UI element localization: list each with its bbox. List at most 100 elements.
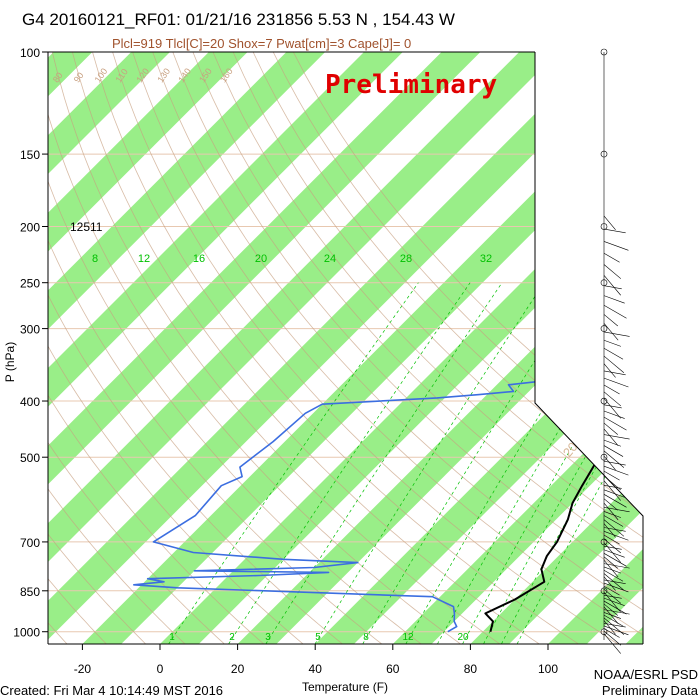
wind-barb — [603, 594, 622, 599]
isotherm-band — [82, 83, 643, 644]
y-tick-label: 250 — [20, 277, 40, 291]
wind-circle — [600, 628, 608, 636]
chart-title: G4 20160121_RF01: 01/21/16 231856 5.53 N… — [22, 10, 455, 29]
wind-barb — [603, 465, 629, 476]
wind-barb — [603, 410, 625, 419]
credit-line-2: Preliminary Data — [602, 683, 699, 698]
mixing-ratio-line — [168, 282, 419, 644]
wind-barb — [603, 363, 616, 378]
wind-barb — [603, 534, 620, 545]
dry-adiabat-line — [132, 52, 643, 636]
isotherm-band — [48, 52, 481, 485]
wind-barb — [603, 355, 625, 374]
wind-barb — [603, 339, 622, 347]
wind-barb — [603, 480, 621, 501]
wind-barb — [603, 331, 630, 337]
dry-adiabat-line — [212, 52, 643, 538]
wind-barb — [603, 228, 626, 234]
wind-barb — [603, 549, 625, 558]
dry-adiabat-line — [48, 533, 146, 644]
wind-barb — [603, 620, 616, 635]
wind-barb — [603, 460, 626, 466]
y-axis-title: P (hPa) — [3, 342, 17, 382]
mixing-ratio-label: 32 — [480, 253, 492, 265]
x-tick-label: -20 — [74, 662, 92, 676]
mixing-ratio-label: 16 — [193, 253, 205, 265]
wind-barb — [603, 391, 622, 407]
wind-barb — [603, 560, 619, 578]
x-tick-label: 40 — [309, 662, 323, 676]
isotherm-band — [392, 393, 643, 644]
x-tick-label: 100 — [538, 662, 558, 676]
wind-barb — [603, 579, 626, 585]
wind-barb — [603, 275, 621, 296]
wind-panel-border — [534, 52, 644, 644]
wind-circle — [600, 150, 608, 158]
mixing-ratio-label: 28 — [400, 253, 412, 265]
wind-barb — [603, 455, 616, 471]
wind-circle — [600, 538, 608, 546]
mixing-ratio-label: 20 — [255, 253, 267, 265]
mixing-ratio-line — [265, 282, 503, 644]
x-tick-label: 60 — [386, 662, 400, 676]
dry-adiabat-line — [192, 52, 643, 562]
dry-adiabat-line — [252, 52, 643, 491]
dry-adiabat-line — [292, 52, 643, 444]
dry-adiabat-line — [48, 345, 304, 644]
credit-line-1: NOAA/ESRL PSD — [594, 667, 698, 682]
wind-barb — [603, 527, 626, 532]
mixing-ratio-bottom-label: 20 — [457, 632, 469, 643]
wind-barb — [603, 241, 629, 251]
y-tick-label: 100 — [20, 46, 40, 60]
x-tick-label: 20 — [231, 662, 245, 676]
isotherm-bands — [48, 52, 643, 644]
wind-barb — [603, 252, 620, 263]
mixing-ratio-label: 8 — [92, 253, 98, 265]
y-tick-label: 200 — [20, 221, 40, 235]
isotherm-band — [48, 52, 403, 407]
dry-adiabats: 5060708090100110120130140150160 — [0, 52, 643, 644]
wind-barb — [603, 502, 619, 521]
wind-barb — [603, 439, 622, 447]
wind-barb — [603, 630, 622, 646]
y-tick-label: 850 — [20, 585, 40, 599]
wind-barb — [603, 563, 630, 569]
wind-barb — [603, 494, 627, 508]
dry-adiabat-label: 50 — [0, 70, 2, 84]
mixing-ratio-bottom-label: 8 — [363, 632, 369, 643]
wind-circle — [600, 48, 608, 56]
wind-circle — [600, 453, 608, 461]
dry-adiabat-label: 70 — [30, 70, 44, 84]
dry-adiabat-line — [48, 441, 225, 644]
mixing-ratio-line — [462, 325, 643, 644]
wind-circle — [600, 279, 608, 286]
wind-barb — [603, 377, 629, 388]
wind-barb — [603, 264, 622, 279]
mixing-ratio-bottom-label: 3 — [265, 632, 271, 643]
wind-barb — [603, 348, 624, 360]
wind-circle — [600, 325, 608, 332]
isotherm-band — [160, 161, 643, 644]
dry-adiabat-line — [152, 52, 643, 611]
mixing-ratio-label: 24 — [324, 253, 336, 265]
mixing-ratio-line — [516, 407, 643, 644]
wind-barb — [603, 582, 629, 593]
wind-barb — [603, 603, 618, 616]
wind-barb — [603, 295, 625, 304]
wind-barb — [603, 498, 618, 511]
wind-barb — [603, 370, 626, 376]
isotherm-band — [48, 52, 170, 174]
mixing-ratio-label: 12 — [138, 253, 150, 265]
wind-barb — [603, 519, 625, 537]
dry-adiabat-line — [92, 52, 579, 644]
wind-circle — [600, 223, 608, 230]
axes-labels: 100 150 200 250 300 400 500 700 850 1000 -20 0 20 40 6… — [13, 46, 558, 676]
dry-adiabat-line — [112, 52, 619, 644]
dry-adiabat-line — [48, 488, 186, 644]
dry-adiabat-label: 130 — [155, 66, 172, 84]
wind-barb — [603, 576, 616, 591]
dry-adiabat-label: 80 — [51, 70, 65, 84]
mixing-ratio-bottom-label: 2 — [229, 632, 235, 643]
isotherm-band — [48, 52, 326, 330]
